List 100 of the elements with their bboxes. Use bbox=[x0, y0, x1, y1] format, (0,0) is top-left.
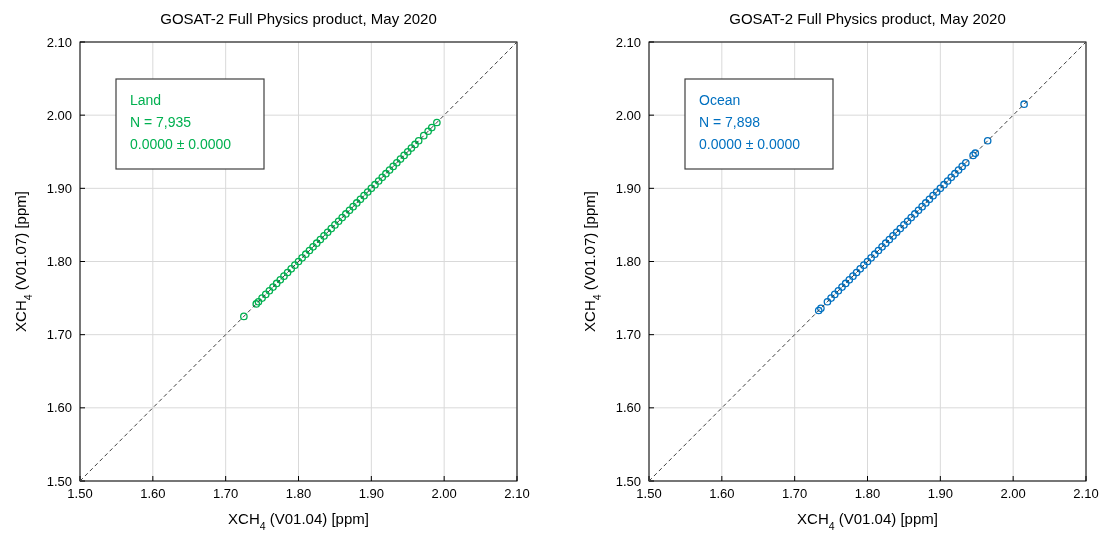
point bbox=[951, 169, 959, 178]
point bbox=[841, 279, 850, 288]
point bbox=[360, 191, 368, 200]
point bbox=[334, 217, 343, 226]
point bbox=[838, 283, 846, 291]
annotation: N = 7,898 bbox=[699, 114, 761, 130]
point bbox=[1020, 100, 1028, 109]
x-tick-label: 2.10 bbox=[1073, 486, 1099, 501]
y-tick-label: 2.00 bbox=[615, 107, 641, 123]
point bbox=[954, 166, 963, 174]
point bbox=[291, 261, 299, 270]
point bbox=[433, 118, 441, 127]
point bbox=[943, 177, 952, 185]
point bbox=[331, 221, 339, 229]
point bbox=[396, 155, 405, 163]
point bbox=[947, 173, 956, 182]
point bbox=[411, 140, 419, 149]
annotation: Land bbox=[130, 92, 162, 108]
y-tick-label: 1.70 bbox=[46, 327, 72, 343]
y-tick-label: 1.80 bbox=[615, 254, 641, 269]
point bbox=[921, 199, 930, 207]
point bbox=[918, 202, 926, 211]
y-tick-label: 1.60 bbox=[615, 400, 641, 416]
point bbox=[301, 250, 310, 259]
chart-title: GOSAT-2 Full Physics product, May 2020 bbox=[729, 10, 1006, 27]
point bbox=[903, 217, 912, 226]
point bbox=[312, 239, 321, 248]
y-tick-label: 1.50 bbox=[615, 473, 641, 489]
y-tick-label: 2.00 bbox=[46, 107, 72, 123]
x-tick-label: 2.00 bbox=[1000, 486, 1026, 501]
point bbox=[414, 136, 423, 145]
point bbox=[287, 264, 296, 273]
point bbox=[874, 246, 883, 255]
point bbox=[969, 151, 977, 160]
point bbox=[870, 250, 879, 259]
y-tick-label: 2.10 bbox=[46, 34, 72, 50]
annotation: 0.0000 ± 0.0000 bbox=[130, 136, 232, 152]
point bbox=[971, 149, 980, 158]
point bbox=[392, 158, 401, 167]
point bbox=[889, 232, 897, 240]
point bbox=[834, 286, 843, 295]
annotation: 0.0000 ± 0.0000 bbox=[699, 136, 801, 152]
point bbox=[320, 232, 328, 240]
y-tick-label: 1.60 bbox=[46, 400, 72, 416]
point bbox=[961, 158, 970, 167]
point bbox=[367, 184, 376, 193]
point bbox=[983, 136, 992, 145]
point bbox=[907, 213, 916, 222]
point bbox=[352, 199, 361, 207]
point bbox=[356, 195, 365, 204]
y-tick-label: 1.90 bbox=[46, 180, 72, 196]
point bbox=[382, 169, 390, 178]
point bbox=[881, 239, 890, 248]
point bbox=[892, 228, 901, 237]
point bbox=[323, 228, 332, 237]
point bbox=[885, 235, 894, 244]
point bbox=[914, 206, 923, 215]
x-tick-label: 1.90 bbox=[358, 486, 384, 501]
point bbox=[327, 224, 336, 233]
point bbox=[400, 151, 408, 160]
x-tick-label: 1.90 bbox=[927, 486, 953, 501]
y-tick-label: 2.10 bbox=[615, 34, 641, 50]
point bbox=[932, 188, 941, 196]
point bbox=[240, 312, 248, 321]
point bbox=[878, 243, 886, 251]
point bbox=[276, 275, 285, 284]
point bbox=[272, 279, 281, 288]
point bbox=[294, 257, 303, 266]
point bbox=[958, 162, 967, 171]
point bbox=[363, 188, 372, 196]
point bbox=[863, 257, 872, 266]
point bbox=[258, 294, 266, 302]
x-tick-label: 1.50 bbox=[636, 486, 662, 501]
point bbox=[261, 290, 270, 299]
point bbox=[316, 235, 325, 244]
point bbox=[252, 300, 261, 308]
point bbox=[814, 306, 823, 315]
point bbox=[341, 210, 350, 218]
point bbox=[378, 173, 387, 182]
point bbox=[827, 294, 835, 302]
point bbox=[403, 147, 412, 156]
x-tick-label: 1.80 bbox=[285, 486, 312, 501]
x-tick-label: 1.60 bbox=[140, 486, 166, 501]
point bbox=[298, 253, 306, 262]
point bbox=[419, 131, 428, 140]
chart-title: GOSAT-2 Full Physics product, May 2020 bbox=[160, 10, 437, 27]
y-tick-label: 1.70 bbox=[615, 327, 641, 343]
point bbox=[374, 177, 383, 185]
x-tick-label: 2.00 bbox=[431, 486, 457, 501]
y-tick-label: 1.90 bbox=[615, 180, 641, 196]
point bbox=[371, 180, 379, 189]
point bbox=[940, 180, 948, 189]
point bbox=[936, 184, 945, 193]
x-tick-label: 1.50 bbox=[67, 486, 93, 501]
point bbox=[852, 268, 861, 277]
point bbox=[265, 286, 274, 295]
point bbox=[856, 264, 865, 273]
point bbox=[385, 166, 394, 174]
x-tick-label: 1.80 bbox=[854, 486, 881, 501]
point bbox=[424, 127, 432, 136]
